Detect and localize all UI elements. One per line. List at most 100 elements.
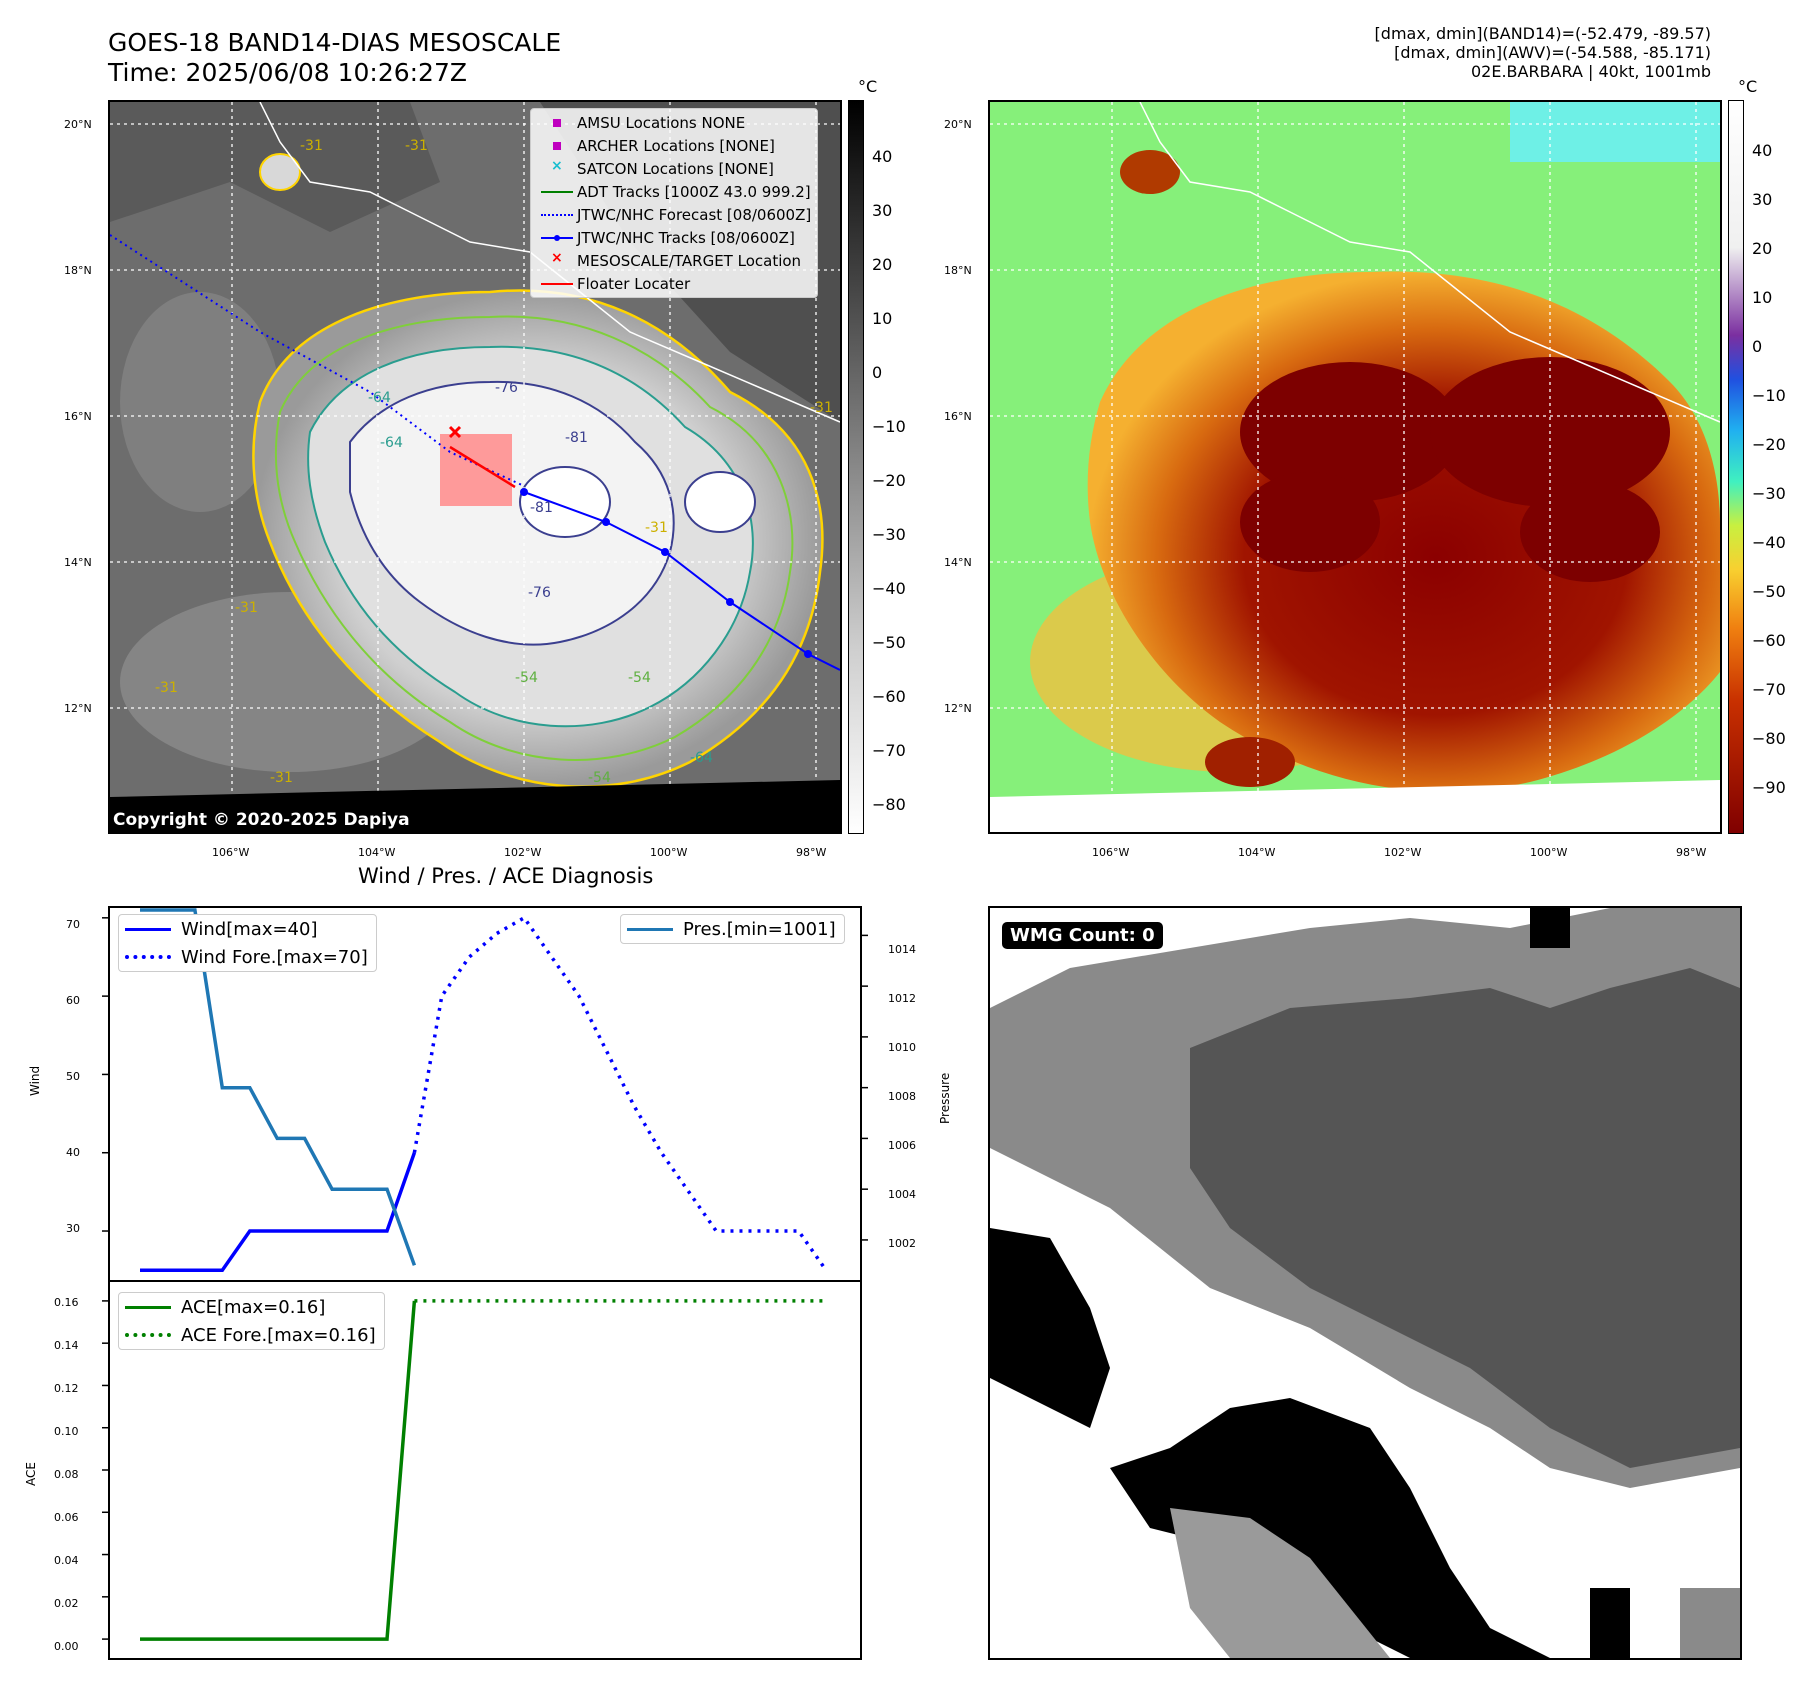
contour-label: -54 bbox=[628, 670, 651, 686]
legend-line-icon bbox=[537, 186, 577, 198]
legend-label: AMSU Locations NONE bbox=[577, 113, 746, 132]
colorbar-tick: −10 bbox=[872, 417, 906, 436]
legend-dotted-line-icon bbox=[125, 1329, 171, 1341]
legend-square-icon bbox=[537, 117, 577, 129]
colorbar-tick: 10 bbox=[872, 309, 893, 328]
contour-label: -31 bbox=[235, 600, 258, 616]
lat-label: 20°N bbox=[944, 118, 972, 131]
pressure-ytick: 1006 bbox=[888, 1139, 916, 1152]
contour-label: -54 bbox=[588, 770, 611, 786]
colorbar-tick: −20 bbox=[1752, 435, 1786, 454]
isolated-cell bbox=[1205, 737, 1295, 787]
colorbar-tick: −30 bbox=[1752, 484, 1786, 503]
colorbar-tick: 40 bbox=[872, 147, 893, 166]
lon-label: 102°W bbox=[1384, 846, 1422, 859]
wmg-region-black bbox=[990, 1228, 1110, 1428]
colorbar-color bbox=[1728, 100, 1744, 834]
wmg-region-black bbox=[1590, 1588, 1630, 1658]
series-line-ace bbox=[140, 1300, 417, 1641]
ace-ytick: 0.00 bbox=[54, 1640, 79, 1653]
coastline bbox=[259, 102, 840, 423]
pressure-ytick: 1014 bbox=[888, 943, 916, 956]
contour-label: -31 bbox=[645, 520, 668, 536]
colorbar-tick: −50 bbox=[872, 633, 906, 652]
legend-line-icon bbox=[537, 278, 577, 290]
colorbar-tick: 10 bbox=[1752, 288, 1773, 307]
pressure-ytick: 1012 bbox=[888, 992, 916, 1005]
legend-label: Wind Fore.[max=70] bbox=[181, 946, 368, 968]
wmg-count-badge: WMG Count: 0 bbox=[1002, 922, 1163, 949]
ace-legend: ACE[max=0.16] ACE Fore.[max=0.16] bbox=[118, 1292, 385, 1350]
wmg-region-dark bbox=[1190, 968, 1740, 1468]
legend-item-ace: ACE[max=0.16] bbox=[119, 1293, 384, 1321]
legend-item-adt: ADT Tracks [1000Z 43.0 999.2] bbox=[537, 180, 811, 203]
pressure-ytick: 1008 bbox=[888, 1090, 916, 1103]
subplot-divider bbox=[108, 1280, 862, 1282]
legend-item-tracks: JTWC/NHC Tracks [08/0600Z] bbox=[537, 226, 811, 249]
figure-title: GOES-18 BAND14-DIAS MESOSCALE Time: 2025… bbox=[108, 28, 561, 88]
legend-label: ARCHER Locations [NONE] bbox=[577, 136, 775, 155]
lat-label: 14°N bbox=[944, 556, 972, 569]
colorbar-tick: −40 bbox=[872, 579, 906, 598]
colorbar-tick: 20 bbox=[1752, 239, 1773, 258]
legend-square-icon bbox=[537, 140, 577, 152]
target-marker bbox=[448, 425, 462, 439]
colorbar-tick: 0 bbox=[872, 363, 883, 382]
colorbar-tick: −70 bbox=[1752, 680, 1786, 699]
map-gridlines bbox=[990, 102, 1720, 832]
cold-core bbox=[1520, 482, 1660, 582]
low-cloud bbox=[120, 292, 280, 512]
pressure-ytick: 1004 bbox=[888, 1188, 916, 1201]
colorbar-tick: 30 bbox=[1752, 190, 1773, 209]
title-line1: GOES-18 BAND14-DIAS MESOSCALE bbox=[108, 28, 562, 57]
lon-label: 98°W bbox=[1676, 846, 1707, 859]
colorbar-tick: −30 bbox=[872, 525, 906, 544]
colorbar-tick: −50 bbox=[1752, 582, 1786, 601]
ace-ytick: 0.10 bbox=[54, 1425, 79, 1438]
ace-ytick: 0.16 bbox=[54, 1296, 79, 1309]
wind-ytick: 50 bbox=[66, 1070, 80, 1083]
lat-label: 12°N bbox=[944, 702, 972, 715]
legend-item-forecast: JTWC/NHC Forecast [08/0600Z] bbox=[537, 203, 811, 226]
wmg-region-black bbox=[1530, 908, 1570, 948]
cold-core bbox=[1240, 362, 1460, 502]
contour-label: -76 bbox=[495, 380, 518, 396]
contour-label: -81 bbox=[530, 500, 553, 516]
colorbar-unit: °C bbox=[1738, 77, 1758, 96]
contour-green bbox=[274, 315, 794, 761]
ir-map-panel: -31 -31 -31 -31 -31 -54 -54 -64 -64 -76 … bbox=[108, 100, 842, 834]
legend-label: MESOSCALE/TARGET Location bbox=[577, 251, 802, 270]
stats-line1: [dmax, dmin](BAND14)=(-52.479, -89.57) bbox=[1374, 24, 1711, 43]
series-line-pressure bbox=[140, 908, 417, 1266]
legend-label: Wind[max=40] bbox=[181, 918, 318, 940]
cold-core bbox=[519, 466, 611, 538]
wmg-svg bbox=[990, 908, 1740, 1658]
copyright-text: Copyright © 2020-2025 Dapiya bbox=[113, 810, 410, 830]
lon-label: 98°W bbox=[796, 846, 827, 859]
wmg-panel: WMG Count: 0 bbox=[988, 906, 1742, 1660]
legend-x-icon: × bbox=[551, 249, 563, 266]
lat-label: 18°N bbox=[944, 264, 972, 277]
floater-locater bbox=[449, 445, 516, 489]
diagnosis-frame bbox=[108, 906, 862, 1660]
legend-label: Pres.[min=1001] bbox=[683, 918, 836, 940]
colorbar-tick: −80 bbox=[872, 795, 906, 814]
color-map-panel bbox=[988, 100, 1722, 834]
track-points bbox=[520, 488, 812, 658]
legend-line-icon bbox=[125, 1301, 171, 1313]
colorbar-tick: −70 bbox=[872, 741, 906, 760]
legend-item-satcon: × SATCON Locations [NONE] bbox=[537, 157, 811, 180]
observed-track bbox=[523, 491, 840, 671]
contour-label: -31 bbox=[270, 770, 293, 786]
lat-label: 14°N bbox=[64, 556, 92, 569]
no-data-strip bbox=[990, 780, 1720, 832]
contour-label: -31 bbox=[810, 400, 833, 416]
color-map-svg bbox=[990, 102, 1720, 832]
wmg-region-medium bbox=[1680, 1588, 1740, 1658]
wind-ytick: 70 bbox=[66, 918, 80, 931]
lon-label: 106°W bbox=[212, 846, 250, 859]
cold-core bbox=[684, 471, 756, 533]
contour-label: -64 bbox=[368, 390, 391, 406]
contour-label: -64 bbox=[380, 435, 403, 451]
legend-item-floater: Floater Locater bbox=[537, 272, 811, 295]
